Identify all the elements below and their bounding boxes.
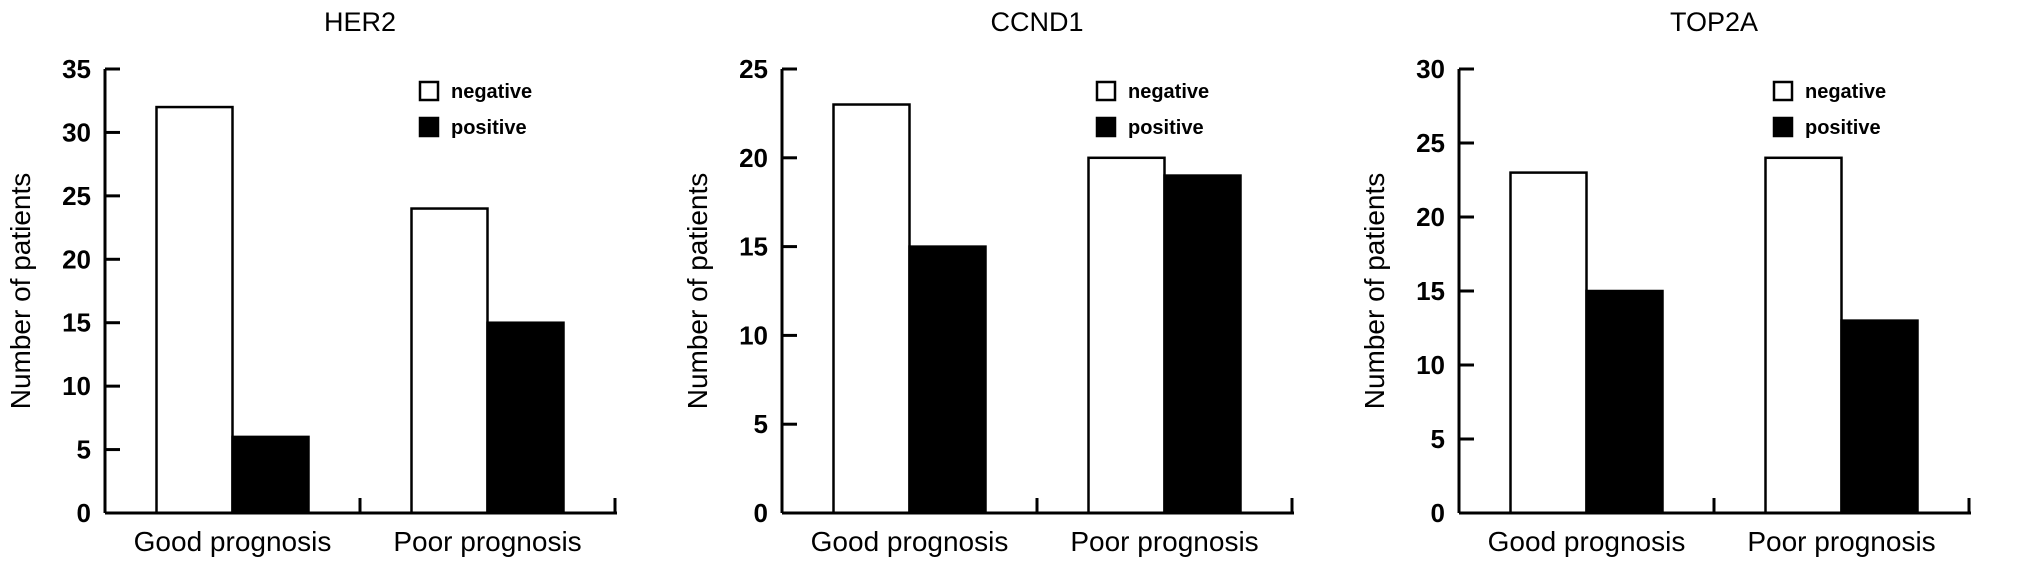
y-tick-label-30: 30 bbox=[62, 117, 91, 147]
ccnd1-chart: Good prognosis Poor prognosis 0 5 10 15 20 25 CC… bbox=[682, 7, 1294, 557]
y-tick-label-25: 25 bbox=[1416, 128, 1445, 158]
legend-swatch-negative bbox=[418, 80, 440, 102]
legend-swatch-negative bbox=[1772, 80, 1794, 102]
bar-positive-good-prognosis bbox=[908, 245, 987, 515]
y-tick-label-25: 25 bbox=[62, 181, 91, 211]
y-axis-label: Number of patients bbox=[1359, 173, 1390, 410]
category-label-poor-prognosis: Poor prognosis bbox=[393, 526, 581, 557]
legend-label-positive: positive bbox=[451, 117, 527, 139]
bar-positive-poor-prognosis bbox=[486, 321, 565, 515]
bar-negative-good-prognosis bbox=[1509, 171, 1588, 515]
y-tick-label-10: 10 bbox=[1416, 350, 1445, 380]
legend-swatch-positive bbox=[1772, 116, 1794, 138]
legend-label-positive: positive bbox=[1805, 117, 1881, 139]
top2a-chart: Good prognosis Poor prognosis 0 5 10 15 20 25 30… bbox=[1359, 7, 1971, 557]
y-axis-label: Number of patients bbox=[682, 173, 713, 410]
y-tick-label-15: 15 bbox=[739, 232, 768, 262]
y-tick-label-30: 30 bbox=[1416, 54, 1445, 84]
y-tick-label-20: 20 bbox=[739, 143, 768, 173]
bar-positive-poor-prognosis bbox=[1840, 319, 1919, 515]
chart-title: TOP2A bbox=[1670, 7, 1758, 37]
legend-swatch-positive bbox=[1095, 116, 1117, 138]
y-axis-label: Number of patients bbox=[5, 173, 36, 410]
chart-panel-ccnd1: Good prognosis Poor prognosis 0 5 10 15 20 25 CC… bbox=[677, 0, 1354, 581]
y-tick-label-20: 20 bbox=[62, 244, 91, 274]
y-tick-label-20: 20 bbox=[1416, 202, 1445, 232]
chart-title: HER2 bbox=[324, 7, 396, 37]
y-tick-label-15: 15 bbox=[1416, 276, 1445, 306]
y-tick-label-5: 5 bbox=[1431, 424, 1445, 454]
legend-swatch-negative bbox=[1095, 80, 1117, 102]
bar-positive-good-prognosis bbox=[231, 435, 310, 515]
y-tick-label-35: 35 bbox=[62, 54, 91, 84]
her2-chart: Good prognosis Poor prognosis 0 5 10 15 20 25 30… bbox=[5, 7, 617, 557]
legend-label-negative: negative bbox=[1128, 81, 1209, 103]
chart-panel-her2: Good prognosis Poor prognosis 0 5 10 15 20 25 30… bbox=[0, 0, 677, 581]
y-tick-label-15: 15 bbox=[62, 308, 91, 338]
legend-label-negative: negative bbox=[451, 81, 532, 103]
y-tick-label-0: 0 bbox=[77, 498, 91, 528]
y-tick-label-0: 0 bbox=[1431, 498, 1445, 528]
y-tick-label-5: 5 bbox=[754, 409, 768, 439]
legend-label-negative: negative bbox=[1805, 81, 1886, 103]
category-label-good-prognosis: Good prognosis bbox=[1488, 526, 1686, 557]
bar-negative-good-prognosis bbox=[832, 103, 911, 515]
bar-negative-poor-prognosis bbox=[1087, 156, 1166, 515]
bar-negative-poor-prognosis bbox=[410, 207, 489, 515]
chart-panel-top2a: Good prognosis Poor prognosis 0 5 10 15 20 25 30… bbox=[1354, 0, 2031, 581]
chart-title: CCND1 bbox=[990, 7, 1083, 37]
bar-positive-good-prognosis bbox=[1585, 289, 1664, 515]
y-tick-label-25: 25 bbox=[739, 54, 768, 84]
bar-negative-poor-prognosis bbox=[1764, 156, 1843, 515]
bar-negative-good-prognosis bbox=[155, 105, 234, 515]
y-tick-label-10: 10 bbox=[739, 320, 768, 350]
bar-positive-poor-prognosis bbox=[1163, 174, 1242, 515]
category-label-poor-prognosis: Poor prognosis bbox=[1747, 526, 1935, 557]
y-tick-label-5: 5 bbox=[77, 435, 91, 465]
category-label-good-prognosis: Good prognosis bbox=[134, 526, 332, 557]
legend-swatch-positive bbox=[418, 116, 440, 138]
legend-label-positive: positive bbox=[1128, 117, 1204, 139]
y-tick-label-0: 0 bbox=[754, 498, 768, 528]
y-tick-label-10: 10 bbox=[62, 371, 91, 401]
category-label-good-prognosis: Good prognosis bbox=[811, 526, 1009, 557]
category-label-poor-prognosis: Poor prognosis bbox=[1070, 526, 1258, 557]
